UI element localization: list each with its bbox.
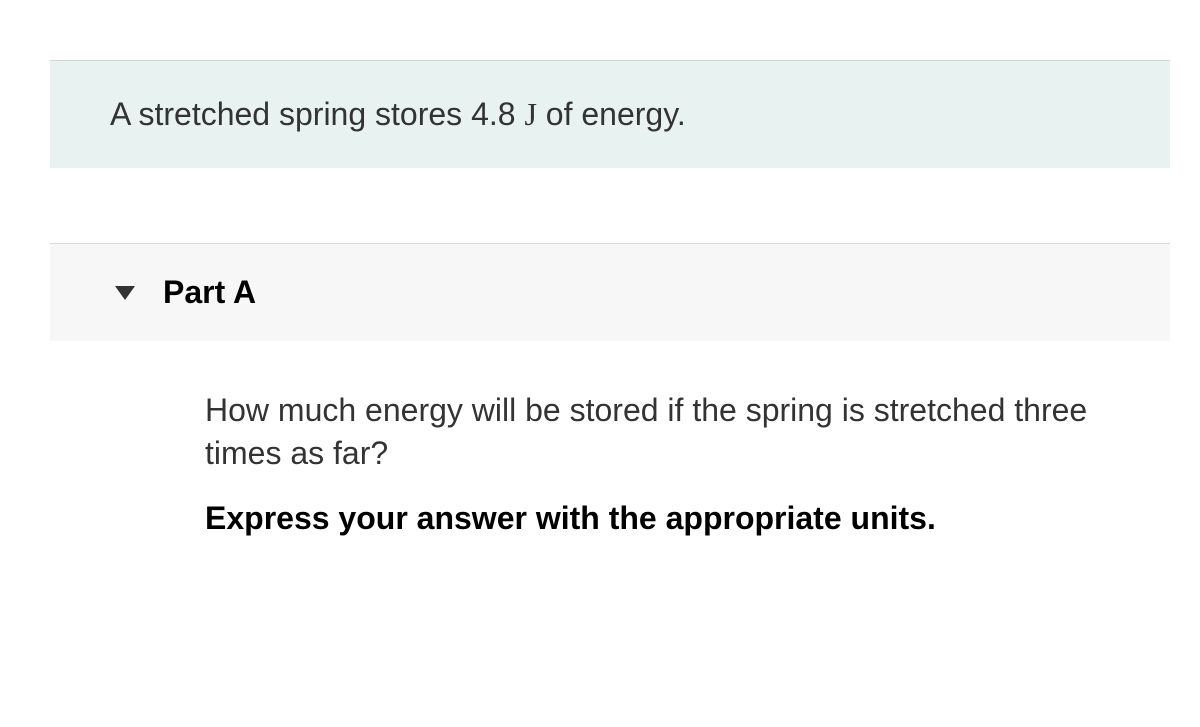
question-text: How much energy will be stored if the sp… bbox=[205, 389, 1130, 475]
problem-text-before: A stretched spring stores 4.8 bbox=[110, 96, 524, 132]
part-section: Part A How much energy will be stored if… bbox=[50, 243, 1170, 557]
chevron-down-icon bbox=[115, 286, 135, 300]
problem-text-after: of energy. bbox=[537, 96, 686, 132]
problem-unit: J bbox=[524, 96, 536, 132]
part-header[interactable]: Part A bbox=[50, 244, 1170, 341]
instruction-text: Express your answer with the appropriate… bbox=[205, 500, 1130, 537]
question-body: How much energy will be stored if the sp… bbox=[50, 341, 1170, 557]
part-title: Part A bbox=[163, 274, 256, 311]
problem-statement: A stretched spring stores 4.8 J of energ… bbox=[50, 60, 1170, 168]
